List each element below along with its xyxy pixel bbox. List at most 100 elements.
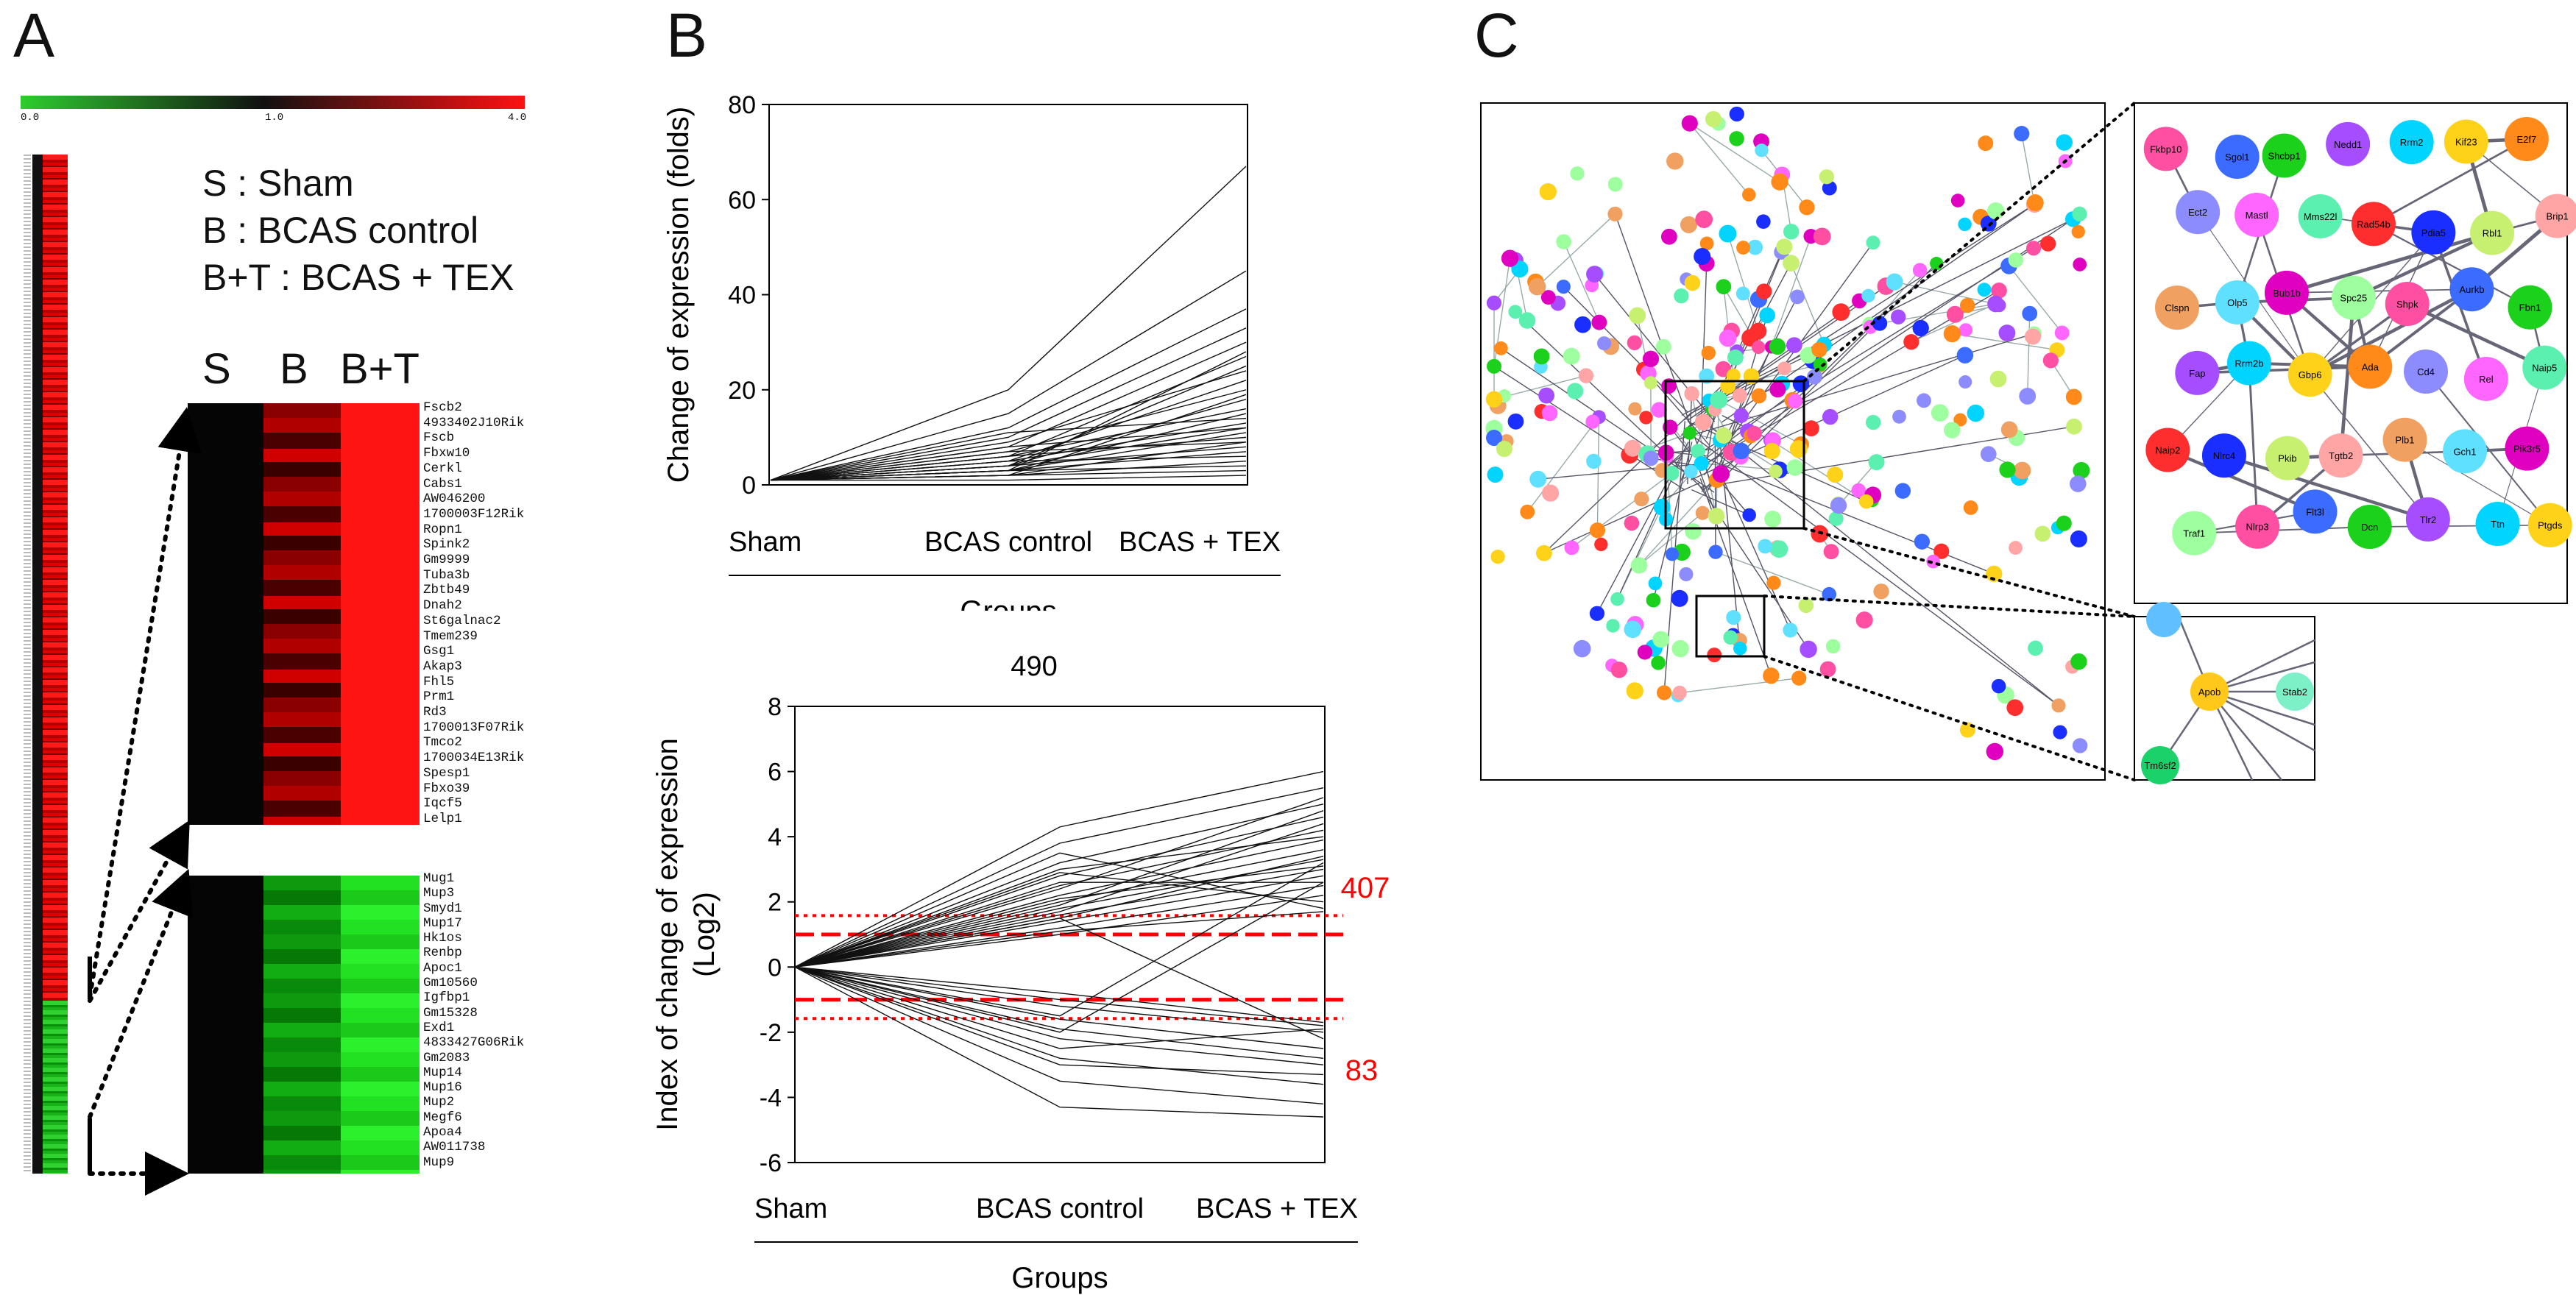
network-node	[2056, 134, 2073, 150]
zoom-node-label: Rel	[2479, 374, 2494, 385]
network-node	[2043, 352, 2059, 368]
zoom-node-label: Pkib	[2278, 453, 2296, 464]
network-node	[2014, 126, 2029, 141]
zoom-up-bt	[341, 403, 420, 825]
network-node	[1540, 183, 1557, 200]
up-gene-label: Tmco2	[423, 735, 556, 751]
category-label: Sham	[754, 1193, 827, 1224]
network-node	[1803, 420, 1819, 436]
zoom-down-s	[188, 876, 263, 1174]
network-node	[1643, 351, 1659, 367]
y-tick-label: 8	[768, 693, 782, 721]
network-node	[1791, 670, 1806, 685]
zoom-down-bt	[341, 876, 420, 1174]
zoom-node-label: Naip2	[2155, 445, 2180, 456]
network-node	[1682, 116, 1698, 132]
network-node	[1671, 590, 1688, 607]
network-node	[1520, 505, 1535, 519]
network-node	[1790, 289, 1805, 304]
zoom-node-label: Ect2	[2188, 207, 2207, 218]
network-node	[1960, 298, 1975, 313]
down-gene-label: Mup2	[423, 1095, 556, 1110]
network-node	[1756, 283, 1772, 299]
series-line	[795, 967, 1323, 1049]
panel-b-label: B	[666, 0, 707, 71]
network-node	[1764, 443, 1780, 459]
color-scale	[21, 96, 525, 109]
network-node	[1666, 152, 1683, 169]
network-node	[1487, 466, 1504, 483]
network-node	[1742, 508, 1756, 522]
zoom-node-label: Traf1	[2183, 528, 2205, 539]
zoom-node-label: Pdia5	[2421, 227, 2446, 238]
network-node	[1652, 631, 1669, 648]
zoom-node-label: Ada	[2362, 361, 2379, 372]
network-node	[1585, 415, 1599, 429]
network-node	[1752, 388, 1767, 404]
scale-mid-label: 1.0	[265, 112, 283, 124]
down-gene-label: Apoc1	[423, 961, 556, 976]
up-gene-label: St6galnac2	[423, 614, 556, 629]
network-node	[1755, 143, 1768, 157]
zoom-node-label: Rrm2	[2400, 137, 2424, 148]
series-line	[795, 967, 1323, 1084]
zoom-node-label: Mastl	[2246, 210, 2268, 221]
network-node	[2028, 641, 2043, 656]
zoom-node-label: Fbn1	[2519, 302, 2541, 313]
network-node	[1964, 500, 1978, 515]
network-node	[1606, 619, 1620, 633]
network-node	[1978, 135, 1993, 151]
network-node	[1672, 686, 1686, 700]
down-gene-label: Apoa4	[423, 1125, 556, 1140]
network-node	[1594, 538, 1607, 551]
network-node	[1967, 405, 1984, 422]
zoom-node-label: Fap	[2189, 368, 2205, 379]
series-line	[795, 967, 1323, 1049]
network-node	[1607, 207, 1622, 221]
series-line	[795, 967, 1323, 1058]
network-node	[1574, 640, 1591, 658]
network-node	[1570, 166, 1584, 180]
network-node	[1769, 381, 1786, 397]
network-node	[1786, 337, 1802, 353]
up-gene-label: Fbxo39	[423, 781, 556, 797]
legend-bcas: B : BCAS control	[202, 209, 478, 252]
network-node	[1643, 450, 1659, 466]
zoom-node-label: Tlr2	[2420, 514, 2436, 525]
network-node	[1951, 194, 1965, 207]
network-node	[1726, 610, 1741, 625]
series-line	[795, 967, 1323, 1104]
network-node	[1627, 682, 1643, 699]
network-node	[1708, 545, 1722, 559]
network-node	[1990, 371, 2007, 388]
network-node	[1826, 639, 1841, 654]
down-gene-label: Mup16	[423, 1080, 556, 1095]
network-node	[1695, 414, 1712, 430]
zoom-node-label: Nlrc4	[2213, 450, 2235, 461]
network-node	[1674, 288, 1688, 303]
up-gene-label: Cabs1	[423, 477, 556, 492]
series-line	[795, 967, 1323, 1117]
network-node	[1869, 454, 1885, 470]
arrow-down-1	[90, 877, 185, 1117]
network-node	[2070, 475, 2087, 492]
up-gene-label: Cerkl	[423, 461, 556, 477]
network-node	[1776, 238, 1792, 255]
legend-sham: S : Sham	[202, 162, 354, 205]
network-node	[1771, 174, 1788, 191]
up-gene-label: Spink2	[423, 537, 556, 553]
network-node	[1624, 516, 1640, 531]
network-node	[2072, 225, 2085, 238]
down-gene-label: Gm2083	[423, 1051, 556, 1065]
up-gene-label: Ropn1	[423, 522, 556, 538]
network-node	[1691, 444, 1705, 458]
up-gene-label: Iqcf5	[423, 796, 556, 812]
zoom-node-label: Shpk	[2396, 299, 2418, 310]
network-node	[1750, 323, 1767, 340]
network-node	[1999, 461, 2015, 478]
network-node	[1769, 464, 1783, 478]
network-node	[1631, 557, 1647, 573]
up-gene-label: Spesp1	[423, 766, 556, 781]
y-tick-label: 6	[768, 759, 782, 787]
